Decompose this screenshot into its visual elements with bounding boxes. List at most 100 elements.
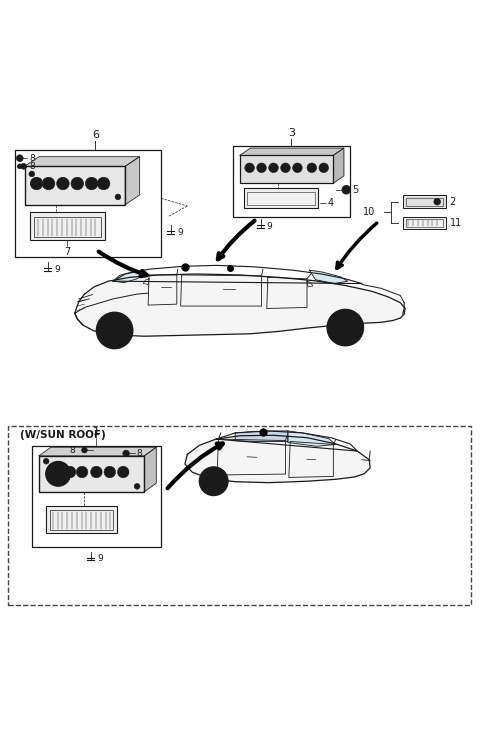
- Circle shape: [434, 198, 441, 205]
- Bar: [8, 425, 471, 605]
- Bar: [39, 456, 144, 492]
- Text: 10: 10: [363, 207, 375, 217]
- Circle shape: [247, 166, 252, 170]
- Text: 9: 9: [54, 264, 60, 273]
- Polygon shape: [39, 447, 156, 456]
- Circle shape: [120, 469, 126, 475]
- Bar: [403, 216, 446, 229]
- Circle shape: [46, 461, 71, 486]
- Circle shape: [322, 166, 326, 170]
- Text: 8: 8: [137, 449, 143, 458]
- Bar: [34, 216, 101, 237]
- Circle shape: [21, 163, 26, 169]
- Circle shape: [55, 471, 61, 476]
- Circle shape: [60, 181, 66, 187]
- Circle shape: [104, 467, 116, 478]
- Bar: [32, 446, 161, 547]
- Circle shape: [16, 155, 23, 162]
- Text: 3: 3: [288, 127, 295, 138]
- Text: 9: 9: [266, 222, 272, 231]
- Circle shape: [96, 312, 133, 348]
- Circle shape: [335, 317, 356, 338]
- Circle shape: [319, 163, 328, 172]
- Bar: [233, 146, 350, 216]
- Text: 8: 8: [29, 154, 35, 163]
- Bar: [406, 198, 443, 206]
- Circle shape: [79, 469, 85, 475]
- Circle shape: [97, 178, 110, 189]
- Circle shape: [295, 166, 300, 170]
- Text: 2: 2: [450, 197, 456, 207]
- Circle shape: [104, 320, 125, 341]
- Circle shape: [271, 166, 276, 170]
- Circle shape: [91, 467, 102, 478]
- Circle shape: [118, 467, 129, 478]
- Polygon shape: [185, 435, 370, 482]
- Polygon shape: [288, 431, 336, 446]
- Bar: [240, 155, 333, 183]
- Text: 5: 5: [352, 185, 358, 195]
- Circle shape: [29, 171, 35, 177]
- Circle shape: [269, 163, 278, 172]
- Circle shape: [293, 163, 302, 172]
- Circle shape: [134, 484, 140, 489]
- Circle shape: [94, 469, 99, 475]
- Circle shape: [17, 164, 22, 169]
- Text: 11: 11: [450, 218, 462, 228]
- Circle shape: [342, 186, 350, 194]
- Circle shape: [88, 181, 95, 187]
- Polygon shape: [235, 431, 288, 441]
- Circle shape: [33, 181, 40, 187]
- Circle shape: [76, 467, 88, 478]
- Circle shape: [115, 194, 121, 200]
- Circle shape: [199, 467, 228, 496]
- Circle shape: [74, 181, 81, 187]
- Bar: [46, 506, 117, 533]
- Text: 6: 6: [92, 130, 99, 140]
- Text: 1: 1: [93, 427, 100, 437]
- Bar: [403, 195, 446, 208]
- Polygon shape: [24, 157, 140, 166]
- Circle shape: [310, 166, 314, 170]
- Bar: [244, 188, 318, 208]
- Bar: [24, 166, 125, 204]
- Text: (W/SUN ROOF): (W/SUN ROOF): [20, 429, 106, 440]
- Circle shape: [283, 166, 288, 170]
- Circle shape: [64, 467, 76, 478]
- Circle shape: [85, 178, 98, 189]
- Circle shape: [42, 178, 55, 189]
- Circle shape: [257, 163, 266, 172]
- Polygon shape: [144, 447, 156, 492]
- Circle shape: [71, 178, 84, 189]
- Polygon shape: [75, 274, 405, 336]
- Circle shape: [30, 178, 43, 189]
- Text: 8: 8: [29, 163, 35, 172]
- Circle shape: [123, 450, 130, 457]
- Polygon shape: [333, 148, 344, 183]
- Circle shape: [57, 178, 69, 189]
- Circle shape: [327, 309, 363, 346]
- Circle shape: [51, 467, 65, 481]
- Circle shape: [259, 166, 264, 170]
- Polygon shape: [125, 157, 140, 204]
- Bar: [15, 150, 161, 257]
- Text: 7: 7: [64, 247, 71, 257]
- Bar: [247, 192, 315, 205]
- Circle shape: [281, 163, 290, 172]
- Circle shape: [307, 163, 317, 172]
- Circle shape: [245, 163, 254, 172]
- Text: 8: 8: [70, 446, 75, 455]
- Circle shape: [67, 469, 73, 475]
- Polygon shape: [310, 270, 348, 284]
- Bar: [50, 510, 113, 530]
- Circle shape: [100, 181, 107, 187]
- Circle shape: [206, 473, 221, 489]
- Circle shape: [107, 469, 113, 475]
- Polygon shape: [113, 272, 147, 282]
- Bar: [30, 212, 105, 240]
- Text: 4: 4: [327, 198, 333, 208]
- Circle shape: [82, 447, 87, 453]
- Polygon shape: [240, 148, 344, 155]
- Circle shape: [45, 181, 52, 187]
- Text: 9: 9: [97, 554, 103, 563]
